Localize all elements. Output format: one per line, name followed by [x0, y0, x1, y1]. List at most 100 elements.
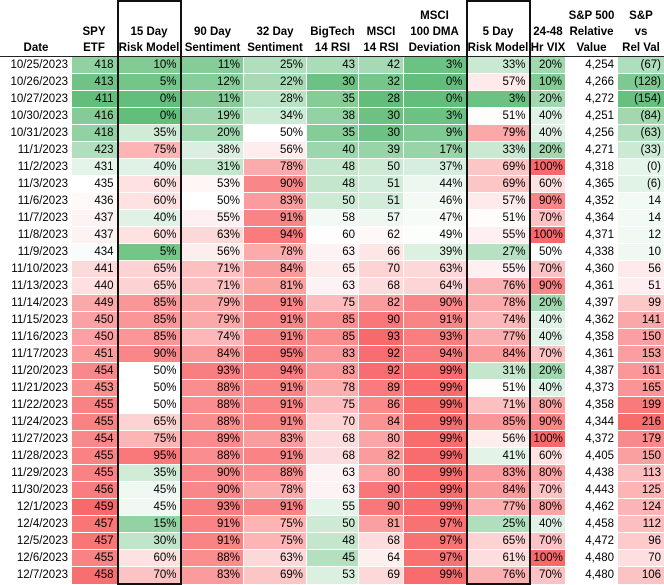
header-line: Date [1, 40, 72, 56]
header-date: Date [1, 1, 72, 57]
cell-bigtech: 63 [307, 482, 359, 499]
cell-relval: 141 [618, 312, 664, 329]
cell-sent32: 25% [244, 57, 307, 74]
header-line: Rel Val [618, 40, 664, 56]
cell-sent90: 53% [181, 176, 244, 193]
cell-vix: 20% [530, 57, 566, 74]
header-line: Risk Model [119, 40, 180, 56]
cell-bigtech: 60 [307, 227, 359, 244]
cell-msci-rsi: 92 [359, 363, 404, 380]
cell-sent90: 55% [181, 210, 244, 227]
cell-sent90: 88% [181, 397, 244, 414]
cell-dma: 0% [404, 91, 467, 108]
cell-dma: 0% [404, 74, 467, 91]
cell-msci-rsi: 62 [359, 227, 404, 244]
cell-sent32: 78% [244, 482, 307, 499]
cell-risk5: 51% [467, 380, 530, 397]
cell-dma: 44% [404, 176, 467, 193]
cell-sent32: 78% [244, 244, 307, 261]
cell-relval: 56 [618, 261, 664, 278]
cell-risk5: 33% [467, 142, 530, 159]
cell-msci-rsi: 90 [359, 312, 404, 329]
cell-dma: 91% [404, 312, 467, 329]
cell-risk15: 85% [118, 312, 181, 329]
cell-sp500: 4,480 [566, 567, 618, 585]
cell-sent90: 89% [181, 431, 244, 448]
cell-date: 11/14/2023 [1, 295, 72, 312]
cell-spy: 455 [72, 465, 118, 482]
cell-relval: 124 [618, 499, 664, 516]
cell-sent32: 91% [244, 312, 307, 329]
cell-sent32: 91% [244, 380, 307, 397]
cell-risk15: 85% [118, 295, 181, 312]
cell-date: 11/16/2023 [1, 329, 72, 346]
cell-sp500: 4,358 [566, 397, 618, 414]
cell-relval: 113 [618, 465, 664, 482]
cell-dma: 99% [404, 482, 467, 499]
cell-sp500: 4,397 [566, 295, 618, 312]
cell-dma: 3% [404, 108, 467, 125]
cell-spy: 455 [72, 448, 118, 465]
cell-date: 11/28/2023 [1, 448, 72, 465]
cell-dma: 99% [404, 397, 467, 414]
cell-spy: 418 [72, 125, 118, 142]
cell-sent90: 90% [181, 482, 244, 499]
header-line: 5 Day [468, 24, 529, 40]
cell-sent90: 50% [181, 193, 244, 210]
cell-sp500: 4,361 [566, 346, 618, 363]
cell-sent32: 91% [244, 397, 307, 414]
cell-vix: 20% [530, 363, 566, 380]
cell-msci-rsi: 68 [359, 533, 404, 550]
cell-sp500: 4,362 [566, 312, 618, 329]
cell-relval: 14 [618, 193, 664, 210]
header-line: vs [618, 24, 664, 40]
cell-vix: 60% [530, 176, 566, 193]
cell-risk15: 15% [118, 516, 181, 533]
cell-relval: (6) [618, 176, 664, 193]
cell-date: 11/8/2023 [1, 227, 72, 244]
cell-sent90: 11% [181, 91, 244, 108]
cell-sent90: 93% [181, 363, 244, 380]
cell-risk15: 10% [118, 57, 181, 74]
cell-spy: 440 [72, 278, 118, 295]
cell-date: 10/30/2023 [1, 108, 72, 125]
cell-risk15: 60% [118, 227, 181, 244]
cell-relval: 112 [618, 516, 664, 533]
cell-msci-rsi: 82 [359, 295, 404, 312]
cell-sent32: 84% [244, 261, 307, 278]
cell-risk15: 65% [118, 261, 181, 278]
cell-vix: 70% [530, 210, 566, 227]
cell-dma: 90% [404, 295, 467, 312]
cell-date: 12/1/2023 [1, 499, 72, 516]
cell-relval: 179 [618, 431, 664, 448]
cell-spy: 449 [72, 295, 118, 312]
cell-vix: 100% [530, 227, 566, 244]
cell-sp500: 4,462 [566, 499, 618, 516]
cell-sp500: 4,361 [566, 278, 618, 295]
cell-vix: 40% [530, 516, 566, 533]
cell-risk15: 0% [118, 91, 181, 108]
header-line: 14 RSI [359, 40, 404, 56]
cell-vix: 20% [530, 142, 566, 159]
header-line: 15 Day [119, 24, 180, 40]
cell-sp500: 4,443 [566, 482, 618, 499]
cell-sent90: 74% [181, 329, 244, 346]
cell-date: 11/21/2023 [1, 380, 72, 397]
cell-relval: (63) [618, 125, 664, 142]
cell-bigtech: 63 [307, 244, 359, 261]
cell-relval: 106 [618, 567, 664, 585]
header-line: 24-48 [531, 24, 566, 40]
cell-risk5: 78% [467, 295, 530, 312]
cell-date: 11/2/2023 [1, 159, 72, 176]
cell-sent90: 31% [181, 159, 244, 176]
cell-vix: 90% [530, 193, 566, 210]
cell-sent32: 22% [244, 74, 307, 91]
cell-sent32: 34% [244, 108, 307, 125]
cell-spy: 451 [72, 346, 118, 363]
